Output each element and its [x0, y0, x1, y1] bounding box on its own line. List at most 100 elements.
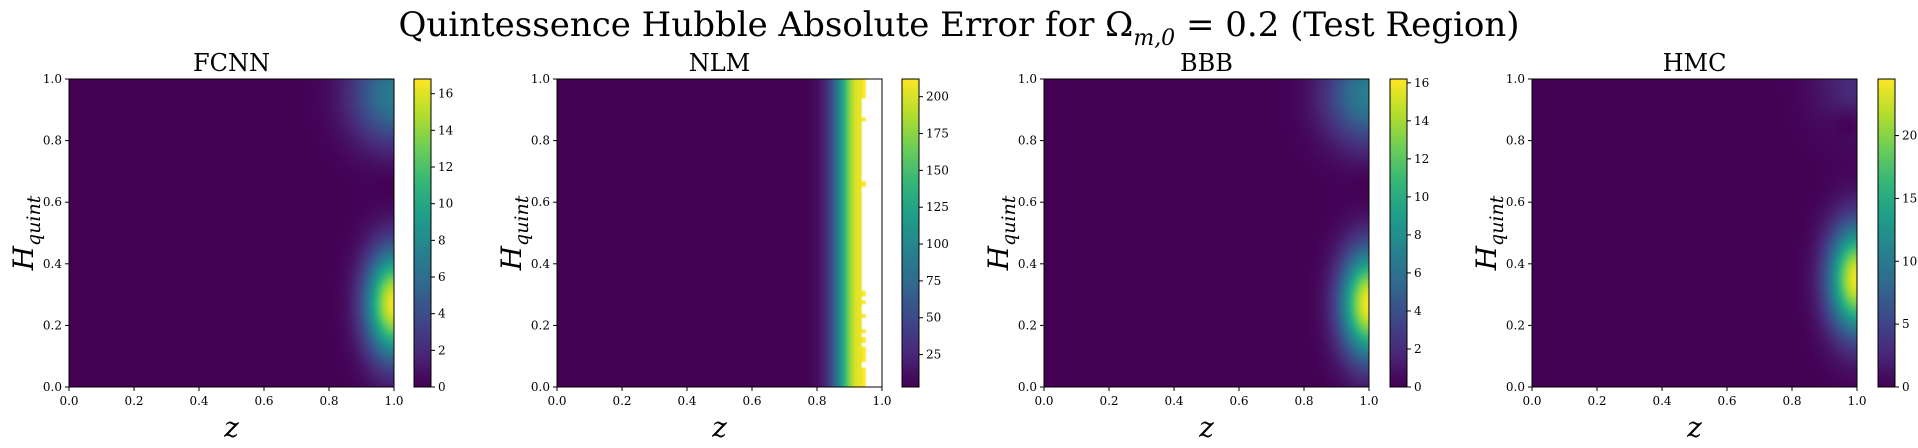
y-tick-label: 0.2	[43, 318, 62, 332]
x-tick-label: 0.2	[612, 394, 631, 408]
y-axis-label: Hquint	[1470, 195, 1508, 271]
colorbar-frame	[1389, 78, 1408, 388]
colorbar-tick-label: 50	[926, 311, 941, 325]
x-tick-label: 0.6	[1717, 394, 1736, 408]
heatmap-image	[69, 79, 394, 387]
colorbar-tick-label: 12	[438, 160, 453, 174]
axes-frame	[1043, 78, 1370, 388]
panel-fcnn: FCNN 0.0 0.2 0.4 0.6 0.8 1.0 0.0 0.2 0.4 0.6 0.8 1.0…	[7, 49, 454, 444]
colorbar-gradient	[1878, 79, 1895, 387]
y-tick-label: 1.0	[1506, 72, 1525, 86]
y-tick-label: 1.0	[1018, 72, 1037, 86]
panel-title: FCNN	[193, 49, 270, 77]
colorbar-tick-label: 125	[926, 200, 949, 214]
y-tick-label: 0.2	[531, 318, 550, 332]
y-axis-label: Hquint	[495, 195, 533, 271]
colorbar: 0 5 10 15 20	[1877, 78, 1917, 394]
y-tick-label: 0.2	[1018, 318, 1037, 332]
y-tick-label: 0.4	[531, 257, 550, 271]
x-tick-label: 0.0	[1034, 394, 1053, 408]
colorbar-tick-label: 20	[1902, 129, 1917, 143]
colorbar: 25 50 75 100 125 150 175 200	[901, 78, 949, 388]
x-tick-label: 0.2	[124, 394, 143, 408]
colorbar-tick-label: 25	[926, 348, 941, 362]
colorbar-tick-label: 2	[1414, 342, 1422, 356]
figure-title-pre: Quintessence Hubble Absolute Error for Ω	[398, 5, 1133, 45]
colorbar-tick-label: 75	[926, 274, 941, 288]
colorbar-tick-label: 4	[438, 307, 446, 321]
colorbar-tick-label: 150	[926, 163, 949, 177]
colorbar-tick-label: 10	[1414, 190, 1429, 204]
x-tick-label: 0.2	[1099, 394, 1118, 408]
colorbar-gradient	[414, 79, 431, 387]
x-tick-label: 0.0	[59, 394, 78, 408]
colorbar-tick-label: 12	[1414, 152, 1429, 166]
colorbar-tick-label: 14	[438, 123, 454, 137]
x-tick-label: 0.6	[254, 394, 273, 408]
y-tick-label: 0.8	[531, 134, 550, 148]
y-axis-label: Hquint	[7, 195, 45, 271]
x-tick-label: 0.4	[1652, 394, 1671, 408]
panel-title: NLM	[689, 49, 751, 77]
colorbar-tick-label: 2	[438, 343, 446, 357]
colorbar-tick-label: 175	[926, 127, 949, 141]
x-tick-label: 0.8	[807, 394, 826, 408]
axes-frame	[68, 78, 395, 388]
y-tick-label: 0.4	[43, 257, 62, 271]
colorbar-tick-label: 8	[1414, 228, 1422, 242]
x-axis-label: z	[1198, 411, 1214, 444]
panels: FCNN 0.0 0.2 0.4 0.6 0.8 1.0 0.0 0.2 0.4 0.6 0.8 1.0…	[7, 49, 1917, 444]
x-tick-label: 1.0	[1847, 394, 1866, 408]
colorbar-tick-label: 15	[1902, 191, 1917, 205]
x-tick-label: 1.0	[384, 394, 403, 408]
colorbar-tick-label: 100	[926, 237, 949, 251]
y-tick-label: 0.8	[1506, 134, 1525, 148]
x-tick-label: 0.8	[1782, 394, 1801, 408]
x-axis-label: z	[1686, 411, 1702, 444]
colorbar-tick-label: 8	[438, 233, 446, 247]
y-axis-label: Hquint	[982, 195, 1020, 271]
colorbar-tick-label: 0	[1902, 380, 1910, 394]
y-tick-label: 0.4	[1018, 257, 1037, 271]
y-tick-label: 1.0	[43, 72, 62, 86]
x-axis-label: z	[711, 411, 727, 444]
x-tick-label: 1.0	[1359, 394, 1378, 408]
y-tick-label: 0.0	[43, 380, 62, 394]
colorbar-tick-label: 16	[1414, 76, 1429, 90]
panel-nlm: NLM 0.0 0.2 0.4 0.6 0.8 1.0 0.0 0.2 0.4 0.6 0.8 1.0 z…	[495, 49, 949, 444]
x-tick-label: 0.4	[189, 394, 208, 408]
panel-bbb: BBB 0.0 0.2 0.4 0.6 0.8 1.0 0.0 0.2 0.4 0.6 0.8 1.0 z…	[982, 49, 1430, 444]
x-tick-label: 0.8	[1294, 394, 1313, 408]
colorbar-tick-label: 5	[1902, 317, 1910, 331]
colorbar-tick-label: 200	[926, 90, 949, 104]
heatmap-image	[1044, 79, 1369, 387]
colorbar: 0 2 4 6 8 10 12 14 16	[413, 78, 454, 394]
x-tick-label: 0.6	[742, 394, 761, 408]
y-tick-label: 0.2	[1506, 318, 1525, 332]
y-tick-label: 0.8	[1018, 134, 1037, 148]
colorbar-frame	[901, 78, 920, 388]
y-tick-label: 1.0	[531, 72, 550, 86]
heatmap-image	[1532, 79, 1857, 387]
panel-hmc: HMC 0.0 0.2 0.4 0.6 0.8 1.0 0.0 0.2 0.4 0.6 0.8 1.0 z…	[1470, 49, 1917, 444]
y-tick-label: 0.0	[531, 380, 550, 394]
x-tick-label: 1.0	[872, 394, 891, 408]
colorbar-tick-label: 0	[438, 380, 446, 394]
colorbar-tick-label: 6	[438, 270, 446, 284]
axes-frame	[1531, 78, 1858, 388]
y-tick-label: 0.6	[1018, 195, 1037, 209]
x-tick-label: 0.4	[1164, 394, 1183, 408]
colorbar-tick-label: 0	[1414, 380, 1422, 394]
y-tick-label: 0.0	[1018, 380, 1037, 394]
y-tick-label: 0.6	[531, 195, 550, 209]
axes-frame	[556, 78, 883, 388]
colorbar-tick-label: 14	[1414, 114, 1430, 128]
x-tick-label: 0.8	[319, 394, 338, 408]
colorbar-tick-label: 16	[438, 87, 453, 101]
panel-title: HMC	[1663, 49, 1727, 77]
x-tick-label: 0.4	[677, 394, 696, 408]
heatmap-image	[557, 79, 882, 387]
x-axis-label: z	[223, 411, 239, 444]
x-tick-label: 0.0	[547, 394, 566, 408]
